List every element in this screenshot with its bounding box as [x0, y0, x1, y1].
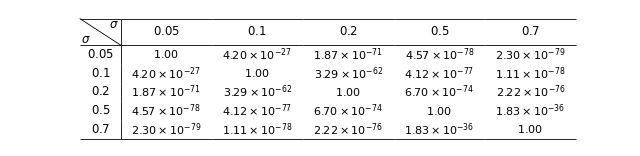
- Text: $\sigma$: $\sigma$: [81, 33, 91, 46]
- Text: $\sigma$: $\sigma$: [109, 17, 118, 31]
